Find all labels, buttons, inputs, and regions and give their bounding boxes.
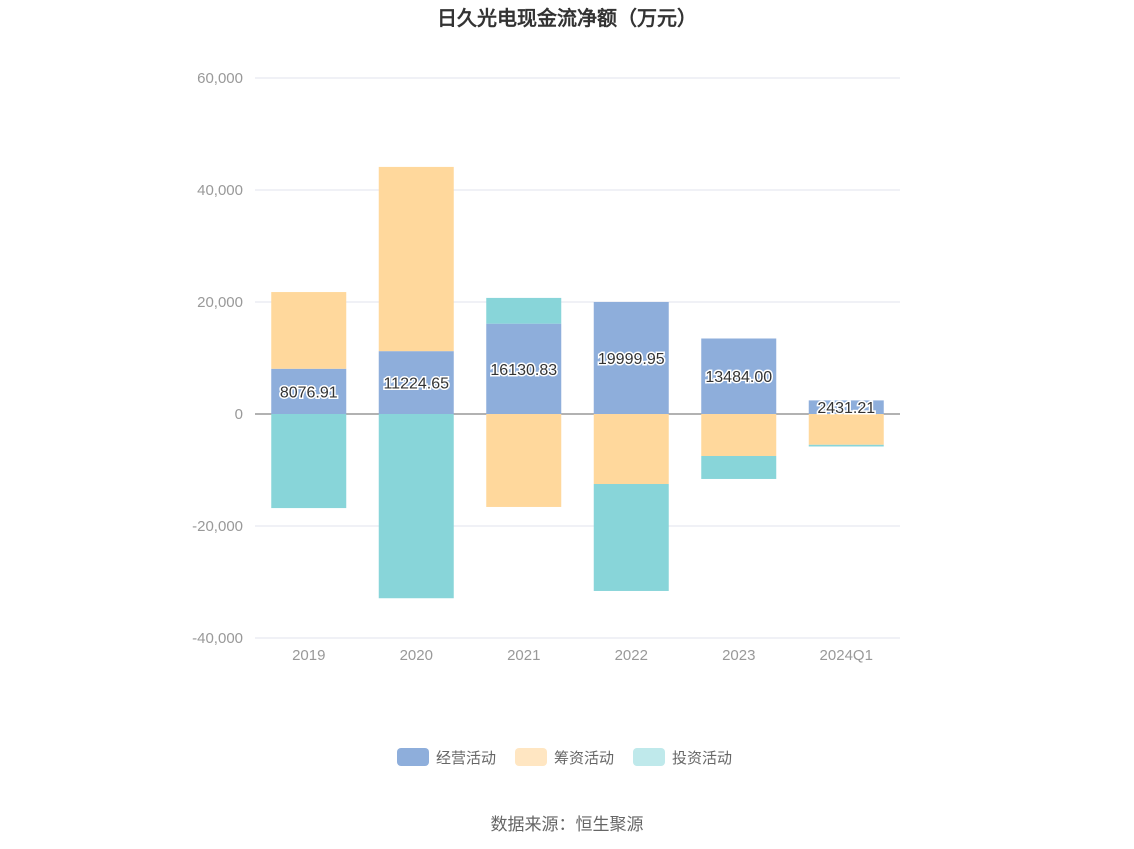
bar-投资活动-2023[interactable]: [701, 456, 777, 479]
bar-筹资活动-2023[interactable]: [701, 414, 777, 456]
x-tick-label: 2024Q1: [820, 647, 873, 664]
legend-swatch[interactable]: [515, 748, 547, 766]
x-tick-label: 2019: [292, 647, 325, 664]
chart-title: 日久光电现金流净额（万元）: [437, 6, 697, 30]
data-label: 13484.00: [705, 369, 772, 386]
bar-筹资活动-2022[interactable]: [593, 414, 669, 484]
y-tick-label: 60,000: [197, 70, 243, 87]
data-label: 2431.21: [817, 400, 875, 417]
legend-swatch[interactable]: [633, 748, 665, 766]
bar-经营活动-2021[interactable]: [486, 323, 562, 414]
bar-投资活动-2022[interactable]: [593, 484, 669, 591]
bar-筹资活动-2019[interactable]: [271, 292, 347, 369]
y-tick-label: 20,000: [197, 294, 243, 311]
legend-label[interactable]: 筹资活动: [554, 750, 614, 767]
bar-经营活动-2023[interactable]: [701, 338, 777, 414]
data-label: 16130.83: [490, 362, 557, 379]
bar-经营活动-2019[interactable]: [271, 368, 347, 414]
legend-label[interactable]: 投资活动: [672, 750, 732, 767]
legend-label[interactable]: 经营活动: [436, 750, 496, 767]
bar-投资活动-2019[interactable]: [271, 414, 347, 509]
y-tick-label: 0: [235, 406, 243, 423]
x-tick-label: 2020: [400, 647, 433, 664]
x-tick-label: 2022: [615, 647, 648, 664]
x-tick-label: 2023: [722, 647, 755, 664]
data-label: 11224.65: [383, 376, 449, 393]
y-tick-label: -40,000: [192, 630, 243, 647]
y-tick-label: 40,000: [197, 182, 243, 199]
bar-投资活动-2024Q1[interactable]: [808, 444, 884, 447]
bar-投资活动-2020[interactable]: [378, 414, 454, 599]
bar-筹资活动-2024Q1[interactable]: [808, 414, 884, 445]
y-tick-label: -20,000: [192, 518, 243, 535]
source-note: 数据来源：恒生聚源: [491, 815, 644, 834]
bar-筹资活动-2020[interactable]: [378, 166, 454, 352]
bar-经营活动-2020[interactable]: [378, 351, 454, 414]
bar-经营活动-2022[interactable]: [593, 302, 669, 414]
bar-经营活动-2024Q1[interactable]: [808, 400, 884, 414]
bar-筹资活动-2021[interactable]: [486, 414, 562, 507]
data-label: 19999.95: [598, 351, 665, 368]
legend-swatch[interactable]: [397, 748, 429, 766]
bar-投资活动-2021[interactable]: [486, 297, 562, 324]
data-label: 8076.91: [280, 384, 338, 401]
x-tick-label: 2021: [507, 647, 540, 664]
